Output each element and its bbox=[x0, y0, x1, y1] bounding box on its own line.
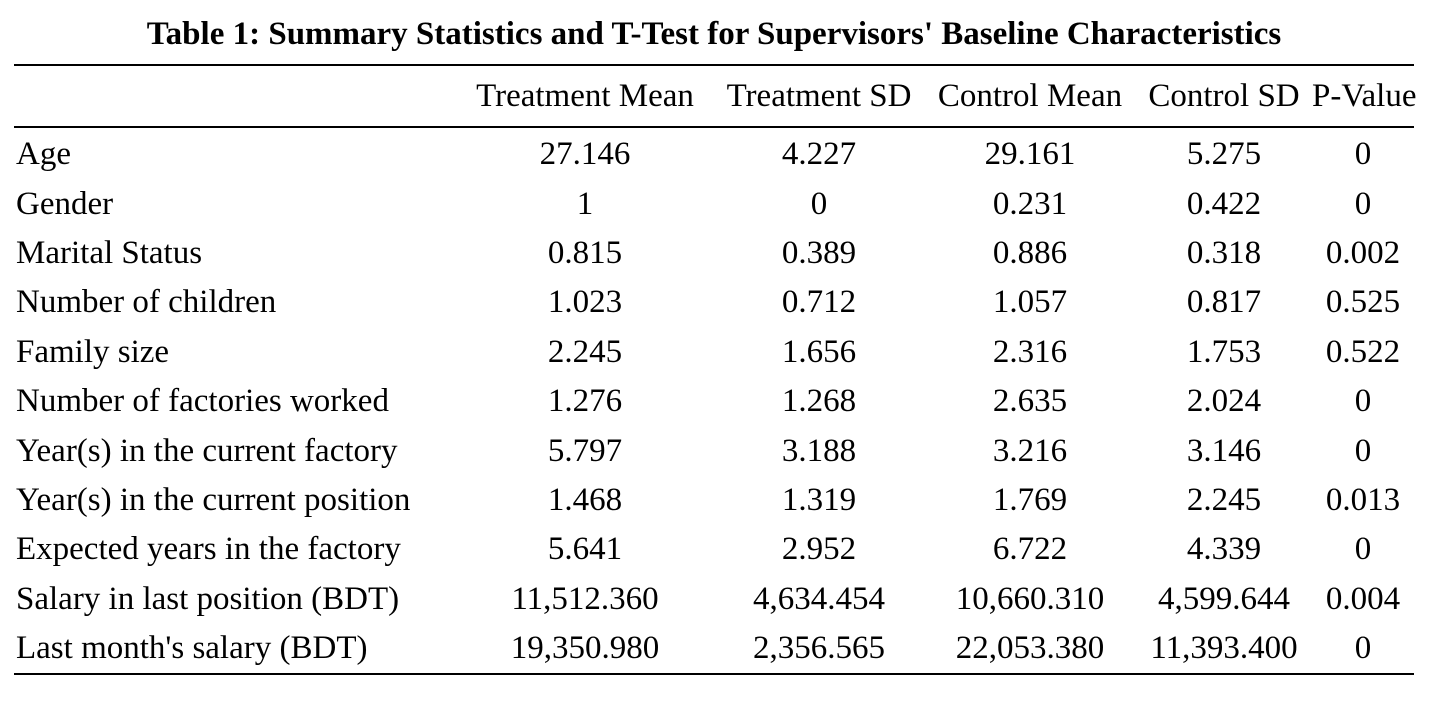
table-row: Family size 2.245 1.656 2.316 1.753 0.52… bbox=[14, 328, 1414, 377]
cell-control-mean: 0.231 bbox=[992, 185, 1068, 222]
cell-p-value: 0.522 bbox=[1325, 333, 1401, 370]
cell-control-mean: 1.057 bbox=[992, 284, 1068, 321]
row-label: Salary in last position (BDT) bbox=[16, 580, 400, 617]
cell-treatment-sd: 4.227 bbox=[781, 136, 857, 173]
summary-statistics-table: Treatment Mean Treatment SD Control Mean… bbox=[14, 64, 1417, 675]
table-header-row: Treatment Mean Treatment SD Control Mean… bbox=[14, 65, 1417, 127]
table-row: Year(s) in the current position 1.468 1.… bbox=[14, 476, 1414, 525]
cell-control-sd: 4.339 bbox=[1186, 531, 1262, 568]
cell-p-value: 0 bbox=[1354, 432, 1372, 469]
cell-control-mean: 10,660.310 bbox=[955, 580, 1105, 617]
cell-treatment-sd: 3.188 bbox=[781, 432, 857, 469]
cell-control-sd: 0.422 bbox=[1186, 185, 1262, 222]
row-label: Year(s) in the current position bbox=[16, 481, 411, 518]
table-row: Gender 1 0 0.231 0.422 0 bbox=[14, 179, 1414, 228]
cell-control-sd: 2.245 bbox=[1186, 481, 1262, 518]
cell-treatment-mean: 2.245 bbox=[547, 333, 623, 370]
cell-control-mean: 0.886 bbox=[992, 234, 1068, 271]
row-label: Age bbox=[16, 136, 71, 173]
row-label: Number of children bbox=[16, 284, 277, 321]
cell-treatment-mean: 1.023 bbox=[547, 284, 623, 321]
cell-treatment-sd: 0 bbox=[810, 185, 828, 222]
cell-p-value: 0 bbox=[1354, 185, 1372, 222]
column-header-p-value: P-Value bbox=[1312, 77, 1417, 114]
cell-control-mean: 29.161 bbox=[984, 136, 1076, 173]
column-header-treatment-sd: Treatment SD bbox=[726, 77, 912, 114]
cell-control-sd: 3.146 bbox=[1186, 432, 1262, 469]
cell-treatment-sd: 2.952 bbox=[781, 531, 857, 568]
cell-control-mean: 2.316 bbox=[992, 333, 1068, 370]
table-row: Salary in last position (BDT) 11,512.360… bbox=[14, 575, 1414, 624]
cell-treatment-mean: 19,350.980 bbox=[510, 630, 660, 667]
cell-control-sd: 1.753 bbox=[1186, 333, 1262, 370]
cell-treatment-mean: 1.276 bbox=[547, 383, 623, 420]
table-row: Year(s) in the current factory 5.797 3.1… bbox=[14, 426, 1414, 475]
cell-treatment-sd: 1.656 bbox=[781, 333, 857, 370]
table-row: Number of children 1.023 0.712 1.057 0.8… bbox=[14, 278, 1414, 327]
cell-control-sd: 4,599.644 bbox=[1158, 580, 1290, 617]
column-header-variable bbox=[14, 65, 456, 127]
table-title: Table 1: Summary Statistics and T-Test f… bbox=[146, 16, 1282, 52]
row-label: Family size bbox=[16, 333, 170, 370]
cell-control-mean: 22,053.380 bbox=[955, 630, 1105, 667]
column-header-treatment-mean: Treatment Mean bbox=[476, 77, 694, 114]
cell-control-mean: 2.635 bbox=[992, 383, 1068, 420]
cell-treatment-mean: 27.146 bbox=[539, 136, 631, 173]
table-row: Last month's salary (BDT) 19,350.980 2,3… bbox=[14, 624, 1414, 675]
row-label: Expected years in the factory bbox=[16, 531, 401, 568]
cell-treatment-mean: 1 bbox=[576, 185, 594, 222]
table-row: Age 27.146 4.227 29.161 5.275 0 bbox=[14, 127, 1414, 179]
cell-treatment-mean: 11,512.360 bbox=[511, 580, 659, 617]
table-row: Marital Status 0.815 0.389 0.886 0.318 0… bbox=[14, 229, 1414, 278]
cell-treatment-sd: 0.712 bbox=[781, 284, 857, 321]
cell-p-value: 0 bbox=[1354, 383, 1372, 420]
cell-treatment-sd: 4,634.454 bbox=[753, 580, 885, 617]
row-label: Year(s) in the current factory bbox=[16, 432, 398, 469]
row-label: Last month's salary (BDT) bbox=[16, 630, 368, 667]
cell-treatment-mean: 5.797 bbox=[547, 432, 623, 469]
column-header-control-sd: Control SD bbox=[1148, 77, 1300, 114]
cell-treatment-mean: 1.468 bbox=[547, 481, 623, 518]
cell-control-mean: 3.216 bbox=[992, 432, 1068, 469]
cell-p-value: 0.525 bbox=[1325, 284, 1401, 321]
cell-control-sd: 2.024 bbox=[1186, 383, 1262, 420]
cell-treatment-mean: 5.641 bbox=[547, 531, 623, 568]
cell-treatment-sd: 1.268 bbox=[781, 383, 857, 420]
row-label: Gender bbox=[16, 185, 114, 222]
row-label: Number of factories worked bbox=[16, 383, 389, 420]
cell-control-sd: 0.318 bbox=[1186, 234, 1262, 271]
row-label: Marital Status bbox=[16, 234, 203, 271]
cell-p-value: 0.004 bbox=[1325, 580, 1401, 617]
cell-p-value: 0 bbox=[1354, 630, 1372, 667]
cell-treatment-sd: 1.319 bbox=[781, 481, 857, 518]
cell-control-mean: 6.722 bbox=[992, 531, 1068, 568]
column-header-control-mean: Control Mean bbox=[937, 77, 1123, 114]
cell-control-sd: 5.275 bbox=[1186, 136, 1262, 173]
cell-p-value: 0.002 bbox=[1325, 234, 1401, 271]
cell-treatment-sd: 2,356.565 bbox=[753, 630, 885, 667]
table-row: Number of factories worked 1.276 1.268 2… bbox=[14, 377, 1414, 426]
cell-p-value: 0 bbox=[1354, 136, 1372, 173]
cell-treatment-mean: 0.815 bbox=[547, 234, 623, 271]
cell-control-sd: 11,393.400 bbox=[1150, 630, 1298, 667]
table-row: Expected years in the factory 5.641 2.95… bbox=[14, 525, 1414, 574]
cell-control-sd: 0.817 bbox=[1186, 284, 1262, 321]
cell-p-value: 0.013 bbox=[1325, 481, 1401, 518]
cell-p-value: 0 bbox=[1354, 531, 1372, 568]
cell-treatment-sd: 0.389 bbox=[781, 234, 857, 271]
cell-control-mean: 1.769 bbox=[992, 481, 1068, 518]
